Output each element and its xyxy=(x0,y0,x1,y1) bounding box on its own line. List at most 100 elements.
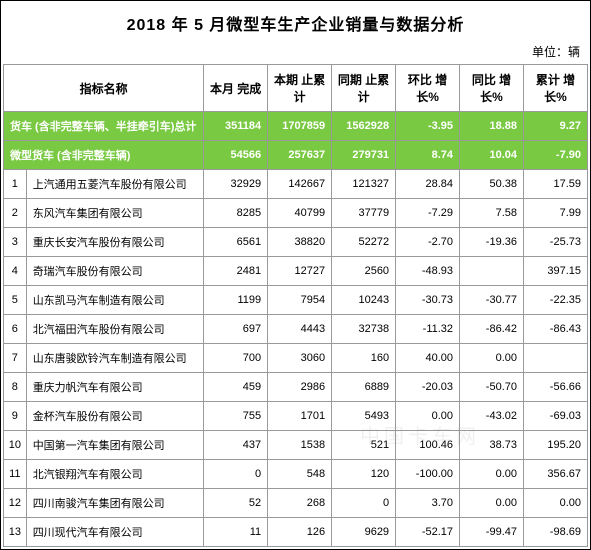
cell-same-cum: 6889 xyxy=(332,373,396,402)
col-indicator: 指标名称 xyxy=(4,65,204,112)
table-row: 11北汽银翔汽车有限公司0548120-100.000.00356.67 xyxy=(4,460,588,489)
cell-cum: -25.73 xyxy=(524,228,588,257)
cell-period-cum: 142667 xyxy=(268,170,332,199)
cell-this-month: 351184 xyxy=(204,112,268,141)
cell-same-cum: 10243 xyxy=(332,286,396,315)
cell-mom: 0.00 xyxy=(396,402,460,431)
cell-mom: 8.74 xyxy=(396,141,460,170)
cell-cum: 0.00 xyxy=(524,489,588,518)
summary-name: 货车 (含非完整车辆、半挂牵引车)总计 xyxy=(4,112,204,141)
cell-this-month: 2481 xyxy=(204,257,268,286)
cell-same-cum: 32738 xyxy=(332,315,396,344)
cell-period-cum: 548 xyxy=(268,460,332,489)
col-mom: 环比 增长% xyxy=(396,65,460,112)
cell-period-cum: 40799 xyxy=(268,199,332,228)
cell-company: 奇瑞汽车股份有限公司 xyxy=(26,257,203,286)
cell-mom: -100.00 xyxy=(396,460,460,489)
cell-same-cum: 0 xyxy=(332,489,396,518)
cell-same-cum: 160 xyxy=(332,344,396,373)
cell-cum: -98.69 xyxy=(524,518,588,547)
cell-this-month: 54566 xyxy=(204,141,268,170)
table-row: 5山东凯马汽车制造有限公司1199795410243-30.73-30.77-2… xyxy=(4,286,588,315)
cell-yoy: 10.04 xyxy=(460,141,524,170)
cell-yoy xyxy=(460,257,524,286)
cell-same-cum: 9629 xyxy=(332,518,396,547)
cell-yoy: -99.47 xyxy=(460,518,524,547)
col-period-cum: 本期 止累计 xyxy=(268,65,332,112)
cell-company: 重庆力帆汽车有限公司 xyxy=(26,373,203,402)
cell-same-cum: 120 xyxy=(332,460,396,489)
cell-company: 山东凯马汽车制造有限公司 xyxy=(26,286,203,315)
cell-this-month: 459 xyxy=(204,373,268,402)
cell-this-month: 32929 xyxy=(204,170,268,199)
cell-yoy: 50.38 xyxy=(460,170,524,199)
table-row: 10中国第一汽车集团有限公司4371538521100.4638.73195.2… xyxy=(4,431,588,460)
cell-mom: -11.32 xyxy=(396,315,460,344)
cell-mom: -2.70 xyxy=(396,228,460,257)
cell-mom: -30.73 xyxy=(396,286,460,315)
table-row: 1上汽通用五菱汽车股份有限公司3292914266712132728.8450.… xyxy=(4,170,588,199)
col-cum-growth: 累计 增长% xyxy=(524,65,588,112)
cell-same-cum: 5493 xyxy=(332,402,396,431)
unit-label: 单位：辆 xyxy=(3,41,588,64)
cell-cum: 356.67 xyxy=(524,460,588,489)
cell-yoy: 0.00 xyxy=(460,489,524,518)
table-row: 7山东唐骏欧铃汽车制造有限公司700306016040.000.00 xyxy=(4,344,588,373)
table-row: 8重庆力帆汽车有限公司45929866889-20.03-50.70-56.66 xyxy=(4,373,588,402)
cell-company: 金杯汽车股份有限公司 xyxy=(26,402,203,431)
cell-cum: 397.15 xyxy=(524,257,588,286)
table-row: 2东风汽车集团有限公司82854079937779-7.297.587.99 xyxy=(4,199,588,228)
cell-cum: -69.03 xyxy=(524,402,588,431)
cell-period-cum: 3060 xyxy=(268,344,332,373)
cell-mom: -20.03 xyxy=(396,373,460,402)
cell-yoy: -50.70 xyxy=(460,373,524,402)
cell-period-cum: 2986 xyxy=(268,373,332,402)
cell-yoy: 18.88 xyxy=(460,112,524,141)
cell-cum: 195.20 xyxy=(524,431,588,460)
cell-this-month: 11 xyxy=(204,518,268,547)
cell-company: 四川南骏汽车集团有限公司 xyxy=(26,489,203,518)
cell-idx: 7 xyxy=(4,344,27,373)
cell-yoy: -19.36 xyxy=(460,228,524,257)
cell-this-month: 700 xyxy=(204,344,268,373)
cell-mom: -48.93 xyxy=(396,257,460,286)
cell-yoy: -30.77 xyxy=(460,286,524,315)
summary-row: 货车 (含非完整车辆、半挂牵引车)总计35118417078591562928-… xyxy=(4,112,588,141)
cell-mom: 28.84 xyxy=(396,170,460,199)
cell-idx: 2 xyxy=(4,199,27,228)
cell-yoy: 7.58 xyxy=(460,199,524,228)
summary-name: 微型货车 (含非完整车辆) xyxy=(4,141,204,170)
table-row: 13四川现代汽车有限公司111269629-52.17-99.47-98.69 xyxy=(4,518,588,547)
cell-same-cum: 521 xyxy=(332,431,396,460)
cell-company: 东风汽车集团有限公司 xyxy=(26,199,203,228)
cell-same-cum: 52272 xyxy=(332,228,396,257)
cell-mom: 3.70 xyxy=(396,489,460,518)
cell-idx: 1 xyxy=(4,170,27,199)
cell-cum: -86.43 xyxy=(524,315,588,344)
cell-this-month: 6561 xyxy=(204,228,268,257)
cell-mom: 40.00 xyxy=(396,344,460,373)
col-this-month: 本月 完成 xyxy=(204,65,268,112)
cell-this-month: 437 xyxy=(204,431,268,460)
cell-cum: -22.35 xyxy=(524,286,588,315)
cell-period-cum: 1701 xyxy=(268,402,332,431)
cell-this-month: 755 xyxy=(204,402,268,431)
cell-company: 北汽福田汽车股份有限公司 xyxy=(26,315,203,344)
cell-idx: 3 xyxy=(4,228,27,257)
cell-company: 四川现代汽车有限公司 xyxy=(26,518,203,547)
cell-period-cum: 257637 xyxy=(268,141,332,170)
cell-cum: 9.27 xyxy=(524,112,588,141)
cell-yoy: -86.42 xyxy=(460,315,524,344)
cell-mom: -7.29 xyxy=(396,199,460,228)
cell-company: 中国第一汽车集团有限公司 xyxy=(26,431,203,460)
data-table: 指标名称 本月 完成 本期 止累计 同期 止累计 环比 增长% 同比 增长% 累… xyxy=(3,64,588,547)
cell-period-cum: 4443 xyxy=(268,315,332,344)
table-row: 3重庆长安汽车股份有限公司65613882052272-2.70-19.36-2… xyxy=(4,228,588,257)
cell-period-cum: 12727 xyxy=(268,257,332,286)
cell-same-cum: 279731 xyxy=(332,141,396,170)
cell-company: 重庆长安汽车股份有限公司 xyxy=(26,228,203,257)
cell-yoy: 0.00 xyxy=(460,460,524,489)
header-row: 指标名称 本月 完成 本期 止累计 同期 止累计 环比 增长% 同比 增长% 累… xyxy=(4,65,588,112)
cell-idx: 4 xyxy=(4,257,27,286)
report-title: 2018 年 5 月微型车生产企业销量与数据分析 xyxy=(3,3,588,41)
